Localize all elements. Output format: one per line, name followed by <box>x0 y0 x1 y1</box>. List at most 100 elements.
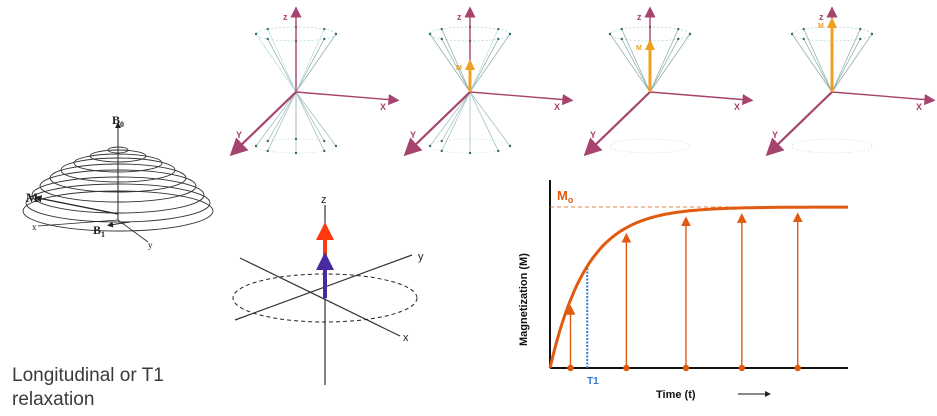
cone-bottom-ellipse <box>609 138 691 154</box>
cone-x-axis <box>649 91 754 106</box>
caption: Longitudinal or T1 relaxation <box>12 364 252 412</box>
sample-point-2 <box>623 364 630 372</box>
cone-y-label: Y <box>410 130 416 140</box>
cone-z-label: z <box>457 12 462 22</box>
spin-vector-down <box>267 91 297 152</box>
spin-tip <box>468 151 472 155</box>
spin-tip <box>620 27 623 31</box>
spin-tip <box>266 139 269 143</box>
spin-vector-up <box>831 33 873 93</box>
spin-tip <box>440 149 443 153</box>
spin-vector-down <box>295 91 337 147</box>
spin-tip <box>859 27 862 31</box>
spin-tip <box>323 139 326 143</box>
axes-3d-diagram: z x y <box>232 194 424 385</box>
cone-x-label: X <box>554 102 560 112</box>
spin-vector-down <box>441 91 471 142</box>
y-label: y <box>418 251 424 263</box>
t1-chart: Mo Magnetization (M) Time (t) T1 <box>518 180 848 401</box>
x-label: x <box>32 222 37 232</box>
y-label: y <box>148 240 153 250</box>
cone-diagrams: z X Yz X Y Mz X Y Mz X Y M <box>229 6 936 157</box>
spin-vector-up <box>295 33 337 93</box>
spin-tip <box>323 37 326 41</box>
spin-vector-up <box>791 33 833 93</box>
t1-label: T1 <box>587 376 599 387</box>
m-label: M <box>26 190 38 205</box>
spin-tip <box>608 32 612 36</box>
x-axis-line <box>37 219 119 227</box>
spin-vector-up <box>803 28 833 93</box>
spin-tip <box>677 37 680 41</box>
cone-y-axis <box>229 91 297 157</box>
cone-z-label: z <box>637 12 642 22</box>
spin-vector-up <box>469 38 499 93</box>
spin-tip <box>677 27 680 31</box>
spin-tip <box>508 32 512 36</box>
spin-tip <box>254 144 258 148</box>
magnetization-vector-head <box>465 59 475 70</box>
chart-xlabel: Time (t) <box>656 389 696 401</box>
cone-m-label: M <box>636 45 642 52</box>
sample-point-4 <box>738 364 746 372</box>
cone-m-label: M <box>456 65 462 72</box>
spin-tip <box>323 149 326 153</box>
spin-vector-up <box>441 38 471 93</box>
caption-line-2: relaxation <box>12 389 95 410</box>
spin-vector-up <box>609 33 651 93</box>
cone-x-axis <box>831 91 936 106</box>
spin-tip <box>790 32 794 36</box>
b0-label: B0 <box>112 113 124 129</box>
spin-vector-up <box>441 28 471 93</box>
cone-diagram-4: z X Y M <box>765 6 936 157</box>
z-label: z <box>321 194 327 206</box>
chart-marks <box>565 212 803 372</box>
spin-vector-up <box>621 28 651 93</box>
spin-vector-up <box>469 28 499 93</box>
spin-tip <box>497 149 500 153</box>
spin-tip <box>508 144 512 148</box>
precession-diagram: B0 M B1 x y <box>22 113 214 250</box>
cone-y-axis <box>583 91 651 157</box>
x-label: x <box>403 332 409 344</box>
spin-vector-down <box>429 91 471 147</box>
cone-diagram-3: z X Y M <box>583 6 754 157</box>
cone-y-axis <box>765 91 833 157</box>
sample-point-5 <box>794 364 801 372</box>
cone-diagram-1: z X Y <box>229 6 400 157</box>
spin-vector-down <box>469 91 511 147</box>
sample-point-1 <box>567 364 574 372</box>
purple-vector-head <box>316 252 334 270</box>
spin-vector-up <box>429 33 471 93</box>
spin-tip <box>497 27 500 31</box>
cone-y-label: Y <box>590 130 596 140</box>
spin-tip <box>620 37 623 41</box>
cone-diagram-2: z X Y M <box>403 6 574 157</box>
cone-m-label: M <box>818 23 824 30</box>
cone-x-label: X <box>916 102 922 112</box>
spin-vector-up <box>267 28 297 93</box>
b1-label: B1 <box>93 223 105 239</box>
spin-tip <box>294 137 298 141</box>
spin-vector-up <box>649 38 679 93</box>
spin-tip <box>428 144 432 148</box>
chart-ylabel: Magnetization (M) <box>518 253 530 346</box>
spin-tip <box>859 37 862 41</box>
spin-vector-up <box>255 33 297 93</box>
caption-line-1: Longitudinal or T1 <box>12 365 164 386</box>
cone-x-label: X <box>380 102 386 112</box>
y-axis-line <box>117 219 149 243</box>
spin-tip <box>334 32 338 36</box>
spin-tip <box>440 27 443 31</box>
cone-z-label: z <box>819 12 824 22</box>
magnetization-vector-head <box>645 39 655 50</box>
cone-y-label: Y <box>236 130 242 140</box>
spin-tip <box>870 32 874 36</box>
spin-tip <box>802 27 805 31</box>
spin-vector-up <box>831 28 861 93</box>
spin-tip <box>688 32 692 36</box>
red-vector-head <box>316 222 334 240</box>
sample-point-3 <box>682 364 690 372</box>
magnetization-vector-head <box>827 17 837 28</box>
cone-x-axis <box>469 91 574 106</box>
